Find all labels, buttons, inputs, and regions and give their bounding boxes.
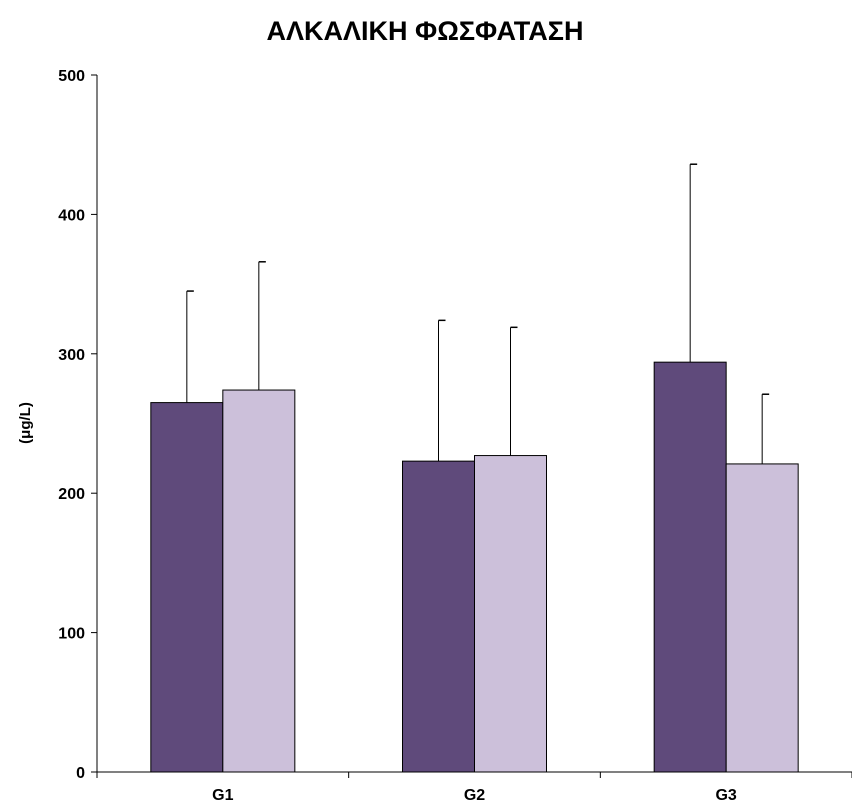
plot-area: 0 100 200 300 400 500 G1 G2 G3 bbox=[58, 68, 852, 804]
y-tick-label: 500 bbox=[58, 68, 85, 85]
x-tick-label: G3 bbox=[715, 787, 736, 804]
chart-title: ΑΛΚΑΛΙΚΗ ΦΩΣΦΑΤΑΣΗ bbox=[267, 16, 584, 46]
y-tick-label: 300 bbox=[58, 347, 85, 364]
y-tick-label: 0 bbox=[76, 765, 85, 782]
x-tick-label: G1 bbox=[212, 787, 233, 804]
x-tick-label: G2 bbox=[464, 787, 485, 804]
bar bbox=[222, 389, 296, 773]
y-axis-label: (μg/L) bbox=[17, 402, 34, 444]
bar bbox=[725, 463, 799, 773]
bar bbox=[150, 402, 224, 773]
y-tick-label: 100 bbox=[58, 626, 85, 643]
bar bbox=[474, 455, 547, 773]
bar bbox=[653, 361, 727, 773]
y-tick-label: 400 bbox=[58, 207, 85, 224]
y-tick-label: 200 bbox=[58, 486, 85, 503]
bar bbox=[402, 460, 475, 773]
